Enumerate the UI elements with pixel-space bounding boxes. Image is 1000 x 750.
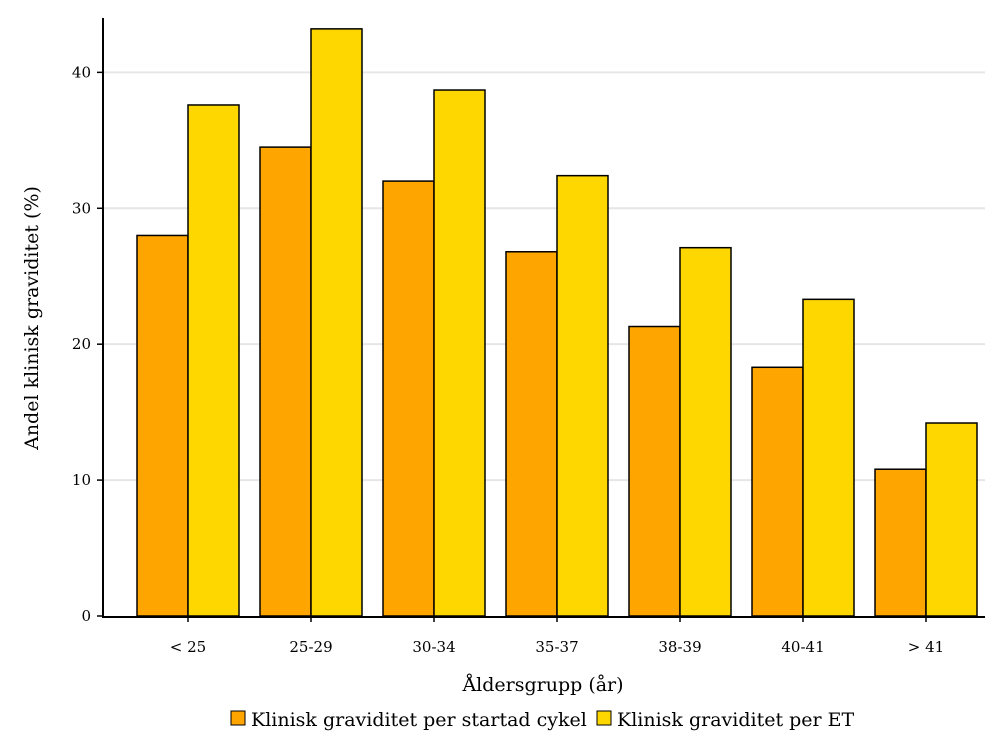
x-tick-label: 25-29 <box>289 638 332 656</box>
bar-et-2 <box>433 89 486 617</box>
x-tick-label: < 25 <box>170 638 206 656</box>
bar-cykel-3 <box>505 251 558 617</box>
y-tick-label: 0 <box>81 607 91 625</box>
x-tick-label: > 41 <box>908 638 944 656</box>
bar-cykel-0 <box>136 234 189 617</box>
y-axis-title: Andel klinisk graviditet (%) <box>21 186 43 451</box>
bar-et-3 <box>556 174 609 617</box>
x-tick-label: 40-41 <box>781 638 824 656</box>
x-axis-title: Åldersgrupp (år) <box>461 674 623 696</box>
axes <box>97 18 985 622</box>
bar-cykel-1 <box>259 146 312 617</box>
legend-swatch-cykel <box>230 710 246 726</box>
legend-label-et: Klinisk graviditet per ET <box>617 709 855 731</box>
x-tick-label: 30-34 <box>412 638 455 656</box>
bars <box>136 28 978 617</box>
bar-cykel-4 <box>628 325 681 617</box>
tick-labels: 0 10 20 30 40 < 25 25-29 30-34 35-37 38-39 40-41 > … <box>72 63 944 656</box>
bar-et-0 <box>187 104 240 617</box>
bar-et-4 <box>679 246 732 617</box>
legend: Klinisk graviditet per startad cykel Kli… <box>230 709 855 731</box>
bar-cykel-5 <box>751 366 804 617</box>
y-tick-label: 20 <box>72 335 91 353</box>
y-tick-label: 40 <box>72 63 91 81</box>
x-tick-label: 38-39 <box>658 638 701 656</box>
bar-cykel-2 <box>382 180 435 617</box>
legend-label-cykel: Klinisk graviditet per startad cykel <box>251 709 587 731</box>
x-tick-label: 35-37 <box>535 638 578 656</box>
y-tick-label: 10 <box>72 471 91 489</box>
legend-swatch-et <box>596 710 612 726</box>
y-tick-label: 30 <box>72 199 91 217</box>
bar-et-5 <box>802 298 855 617</box>
bar-et-1 <box>310 28 363 617</box>
bar-cykel-6 <box>874 468 927 617</box>
bar-et-6 <box>925 422 978 617</box>
